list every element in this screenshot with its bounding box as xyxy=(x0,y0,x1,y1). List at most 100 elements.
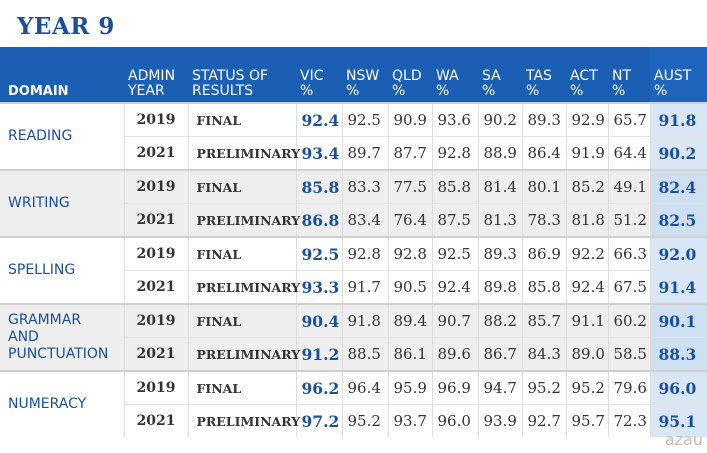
nsw-value-cell: 83.3 xyxy=(342,169,389,204)
wa-value-cell: 92.4 xyxy=(432,270,479,304)
tas-value-cell: 85.8 xyxy=(522,270,567,304)
header-aust: AUST% xyxy=(650,47,707,103)
aust-value-cell: 91.4 xyxy=(650,270,707,304)
admin-year-cell: 2019 xyxy=(124,169,189,204)
table-row: 2021 PRELIMINARY 86.8 83.4 76.4 87.5 81.3 78.3 8… xyxy=(0,203,707,237)
qld-value-cell: 95.9 xyxy=(388,370,433,405)
tas-value-cell: 86.9 xyxy=(522,236,567,271)
domain-label: GRAMMAR AND PUNCTUATION xyxy=(0,303,125,371)
header-row: DOMAIN ADMIN YEAR STATUS OF RESULTS VIC%… xyxy=(0,47,707,103)
domain-label-line: NUMERACY xyxy=(8,396,87,412)
nt-value-cell: 65.7 xyxy=(608,102,651,137)
sa-value-cell: 89.3 xyxy=(478,236,523,271)
act-value-cell: 95.7 xyxy=(566,404,609,437)
admin-year-cell: 2019 xyxy=(124,102,189,137)
aust-value-cell: 95.1 xyxy=(650,404,707,437)
vic-value-cell: 93.3 xyxy=(296,270,343,304)
nsw-value-cell: 91.8 xyxy=(342,303,389,338)
qld-value-cell: 90.5 xyxy=(388,270,433,304)
page-title: YEAR 9 xyxy=(17,13,115,40)
wa-value-cell: 90.7 xyxy=(432,303,479,338)
header-status: STATUS OF RESULTS xyxy=(188,47,296,103)
status-cell: PRELIMINARY xyxy=(188,337,300,371)
aust-value-cell: 96.0 xyxy=(650,370,707,405)
nt-value-cell: 67.5 xyxy=(608,270,651,304)
tas-value-cell: 89.3 xyxy=(522,102,567,137)
sa-value-cell: 94.7 xyxy=(478,370,523,405)
qld-value-cell: 76.4 xyxy=(388,203,433,237)
vic-value-cell: 91.2 xyxy=(296,337,343,371)
sa-value-cell: 81.4 xyxy=(478,169,523,204)
header-nt: NT% xyxy=(608,47,650,103)
tas-value-cell: 85.7 xyxy=(522,303,567,338)
nt-value-cell: 49.1 xyxy=(608,169,651,204)
act-value-cell: 92.4 xyxy=(566,270,609,304)
qld-value-cell: 77.5 xyxy=(388,169,433,204)
domain-label-line: GRAMMAR xyxy=(8,312,82,328)
wa-value-cell: 89.6 xyxy=(432,337,479,371)
domain-label: SPELLING xyxy=(0,236,125,304)
header-vic: VIC% xyxy=(296,47,342,103)
results-table: DOMAIN ADMIN YEAR STATUS OF RESULTS VIC%… xyxy=(0,47,707,437)
nsw-value-cell: 92.5 xyxy=(342,102,389,137)
act-value-cell: 92.9 xyxy=(566,102,609,137)
domain-label: NUMERACY xyxy=(0,370,125,437)
wa-value-cell: 85.8 xyxy=(432,169,479,204)
status-cell: FINAL xyxy=(188,303,297,338)
status-cell: PRELIMINARY xyxy=(188,136,300,170)
table-row: GRAMMAR AND PUNCTUATION 2019 FINAL 90.4 91.8 89… xyxy=(0,303,707,371)
table-row: 2021 PRELIMINARY 97.2 95.2 93.7 96.0 93.9 92.7 9… xyxy=(0,404,707,437)
act-value-cell: 91.1 xyxy=(566,303,609,338)
nt-value-cell: 66.3 xyxy=(608,236,651,271)
status-cell: FINAL xyxy=(188,236,297,271)
nsw-value-cell: 95.2 xyxy=(342,404,389,437)
sa-value-cell: 88.2 xyxy=(478,303,523,338)
domain-label-line: AND xyxy=(8,329,39,345)
tas-value-cell: 84.3 xyxy=(522,337,567,371)
wa-value-cell: 96.9 xyxy=(432,370,479,405)
tas-value-cell: 86.4 xyxy=(522,136,567,170)
domain-label-line: PUNCTUATION xyxy=(8,346,109,362)
tas-value-cell: 92.7 xyxy=(522,404,567,437)
header-nsw: NSW% xyxy=(342,47,388,103)
tas-value-cell: 80.1 xyxy=(522,169,567,204)
nt-value-cell: 79.6 xyxy=(608,370,651,405)
aust-value-cell: 92.0 xyxy=(650,236,707,271)
act-value-cell: 85.2 xyxy=(566,169,609,204)
nt-value-cell: 58.5 xyxy=(608,337,651,371)
aust-value-cell: 82.5 xyxy=(650,203,707,237)
vic-value-cell: 96.2 xyxy=(296,370,343,405)
vic-value-cell: 93.4 xyxy=(296,136,343,170)
aust-value-cell: 91.8 xyxy=(650,102,707,137)
qld-value-cell: 89.4 xyxy=(388,303,433,338)
table-row: 2021 PRELIMINARY 91.2 88.5 86.1 89.6 86.7 84.3 8… xyxy=(0,337,707,371)
admin-year-cell: 2019 xyxy=(124,236,189,271)
admin-year-cell: 2021 xyxy=(124,270,189,304)
act-value-cell: 92.2 xyxy=(566,236,609,271)
table-row: NUMERACY 2019 FINAL 96.2 96.4 95.9 96.9 94.7 95.… xyxy=(0,370,707,437)
qld-value-cell: 87.7 xyxy=(388,136,433,170)
tas-value-cell: 95.2 xyxy=(522,370,567,405)
tas-value-cell: 78.3 xyxy=(522,203,567,237)
qld-value-cell: 93.7 xyxy=(388,404,433,437)
wa-value-cell: 93.6 xyxy=(432,102,479,137)
aust-value-cell: 90.1 xyxy=(650,303,707,338)
wa-value-cell: 87.5 xyxy=(432,203,479,237)
header-qld: QLD% xyxy=(388,47,432,103)
header-admin-year: ADMIN YEAR xyxy=(124,47,188,103)
act-value-cell: 95.2 xyxy=(566,370,609,405)
domain-label: READING xyxy=(0,102,125,170)
nt-value-cell: 51.2 xyxy=(608,203,651,237)
aust-value-cell: 88.3 xyxy=(650,337,707,371)
vic-value-cell: 86.8 xyxy=(296,203,343,237)
sa-value-cell: 89.8 xyxy=(478,270,523,304)
table-row: 2021 PRELIMINARY 93.4 89.7 87.7 92.8 88.9 86.4 9… xyxy=(0,136,707,170)
admin-year-cell: 2021 xyxy=(124,337,189,371)
nt-value-cell: 72.3 xyxy=(608,404,651,437)
domain-label-line: READING xyxy=(8,128,73,144)
vic-value-cell: 97.2 xyxy=(296,404,343,437)
table-row: 2021 PRELIMINARY 93.3 91.7 90.5 92.4 89.8 85.8 9… xyxy=(0,270,707,304)
status-cell: PRELIMINARY xyxy=(188,203,300,237)
wa-value-cell: 96.0 xyxy=(432,404,479,437)
vic-value-cell: 85.8 xyxy=(296,169,343,204)
